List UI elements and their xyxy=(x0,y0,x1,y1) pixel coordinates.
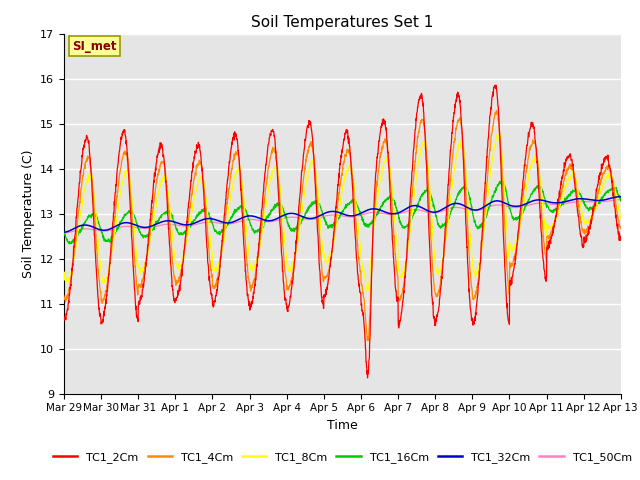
Text: SI_met: SI_met xyxy=(72,40,117,53)
Legend: TC1_2Cm, TC1_4Cm, TC1_8Cm, TC1_16Cm, TC1_32Cm, TC1_50Cm: TC1_2Cm, TC1_4Cm, TC1_8Cm, TC1_16Cm, TC1… xyxy=(49,447,636,467)
Title: Soil Temperatures Set 1: Soil Temperatures Set 1 xyxy=(252,15,433,30)
Y-axis label: Soil Temperature (C): Soil Temperature (C) xyxy=(22,149,35,278)
X-axis label: Time: Time xyxy=(327,419,358,432)
